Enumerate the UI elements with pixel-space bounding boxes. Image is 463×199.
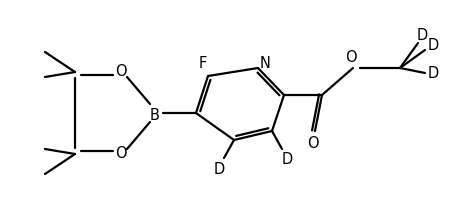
Text: O: O — [345, 51, 357, 65]
Text: D: D — [427, 65, 438, 81]
Text: D: D — [213, 162, 225, 177]
Text: O: O — [307, 136, 319, 150]
Text: B: B — [150, 107, 160, 123]
Text: O: O — [115, 146, 127, 162]
Text: D: D — [282, 152, 293, 168]
Text: F: F — [199, 57, 207, 71]
Text: N: N — [260, 57, 270, 71]
Text: D: D — [416, 27, 428, 43]
Text: O: O — [115, 64, 127, 79]
Text: D: D — [427, 38, 438, 54]
